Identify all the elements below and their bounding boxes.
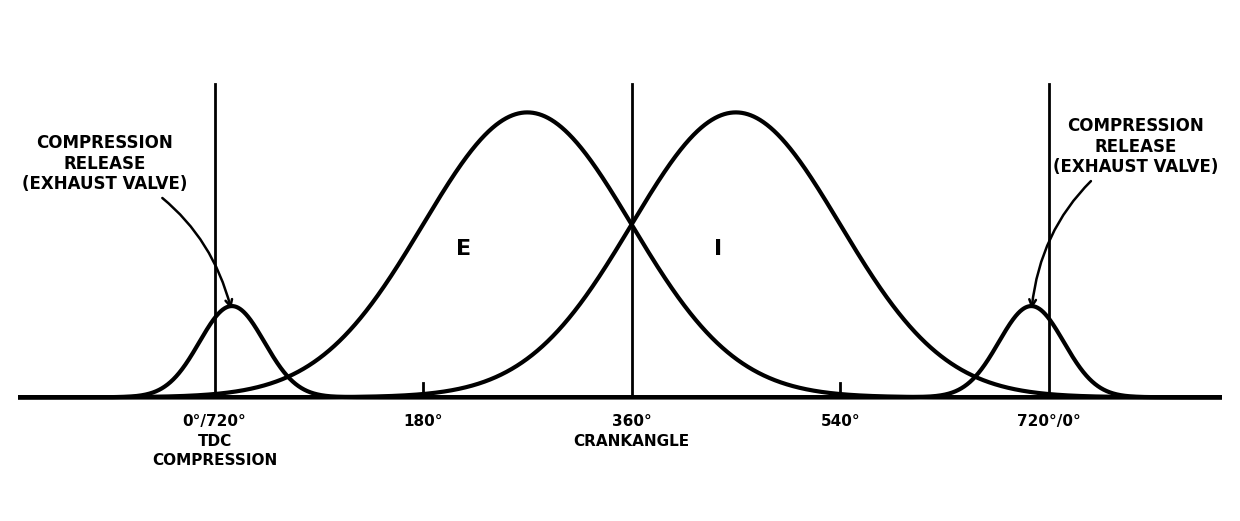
Text: 360°
CRANKANGLE: 360° CRANKANGLE [574,414,689,449]
Text: COMPRESSION
RELEASE
(EXHAUST VALVE): COMPRESSION RELEASE (EXHAUST VALVE) [1029,117,1218,306]
Text: 180°: 180° [403,414,443,429]
Text: 720°/0°: 720°/0° [1017,414,1080,429]
Text: I: I [714,239,723,259]
Text: 540°: 540° [821,414,859,429]
Text: E: E [456,239,471,259]
Text: COMPRESSION
RELEASE
(EXHAUST VALVE): COMPRESSION RELEASE (EXHAUST VALVE) [22,134,232,306]
Text: 0°/720°
TDC
COMPRESSION: 0°/720° TDC COMPRESSION [151,414,277,468]
